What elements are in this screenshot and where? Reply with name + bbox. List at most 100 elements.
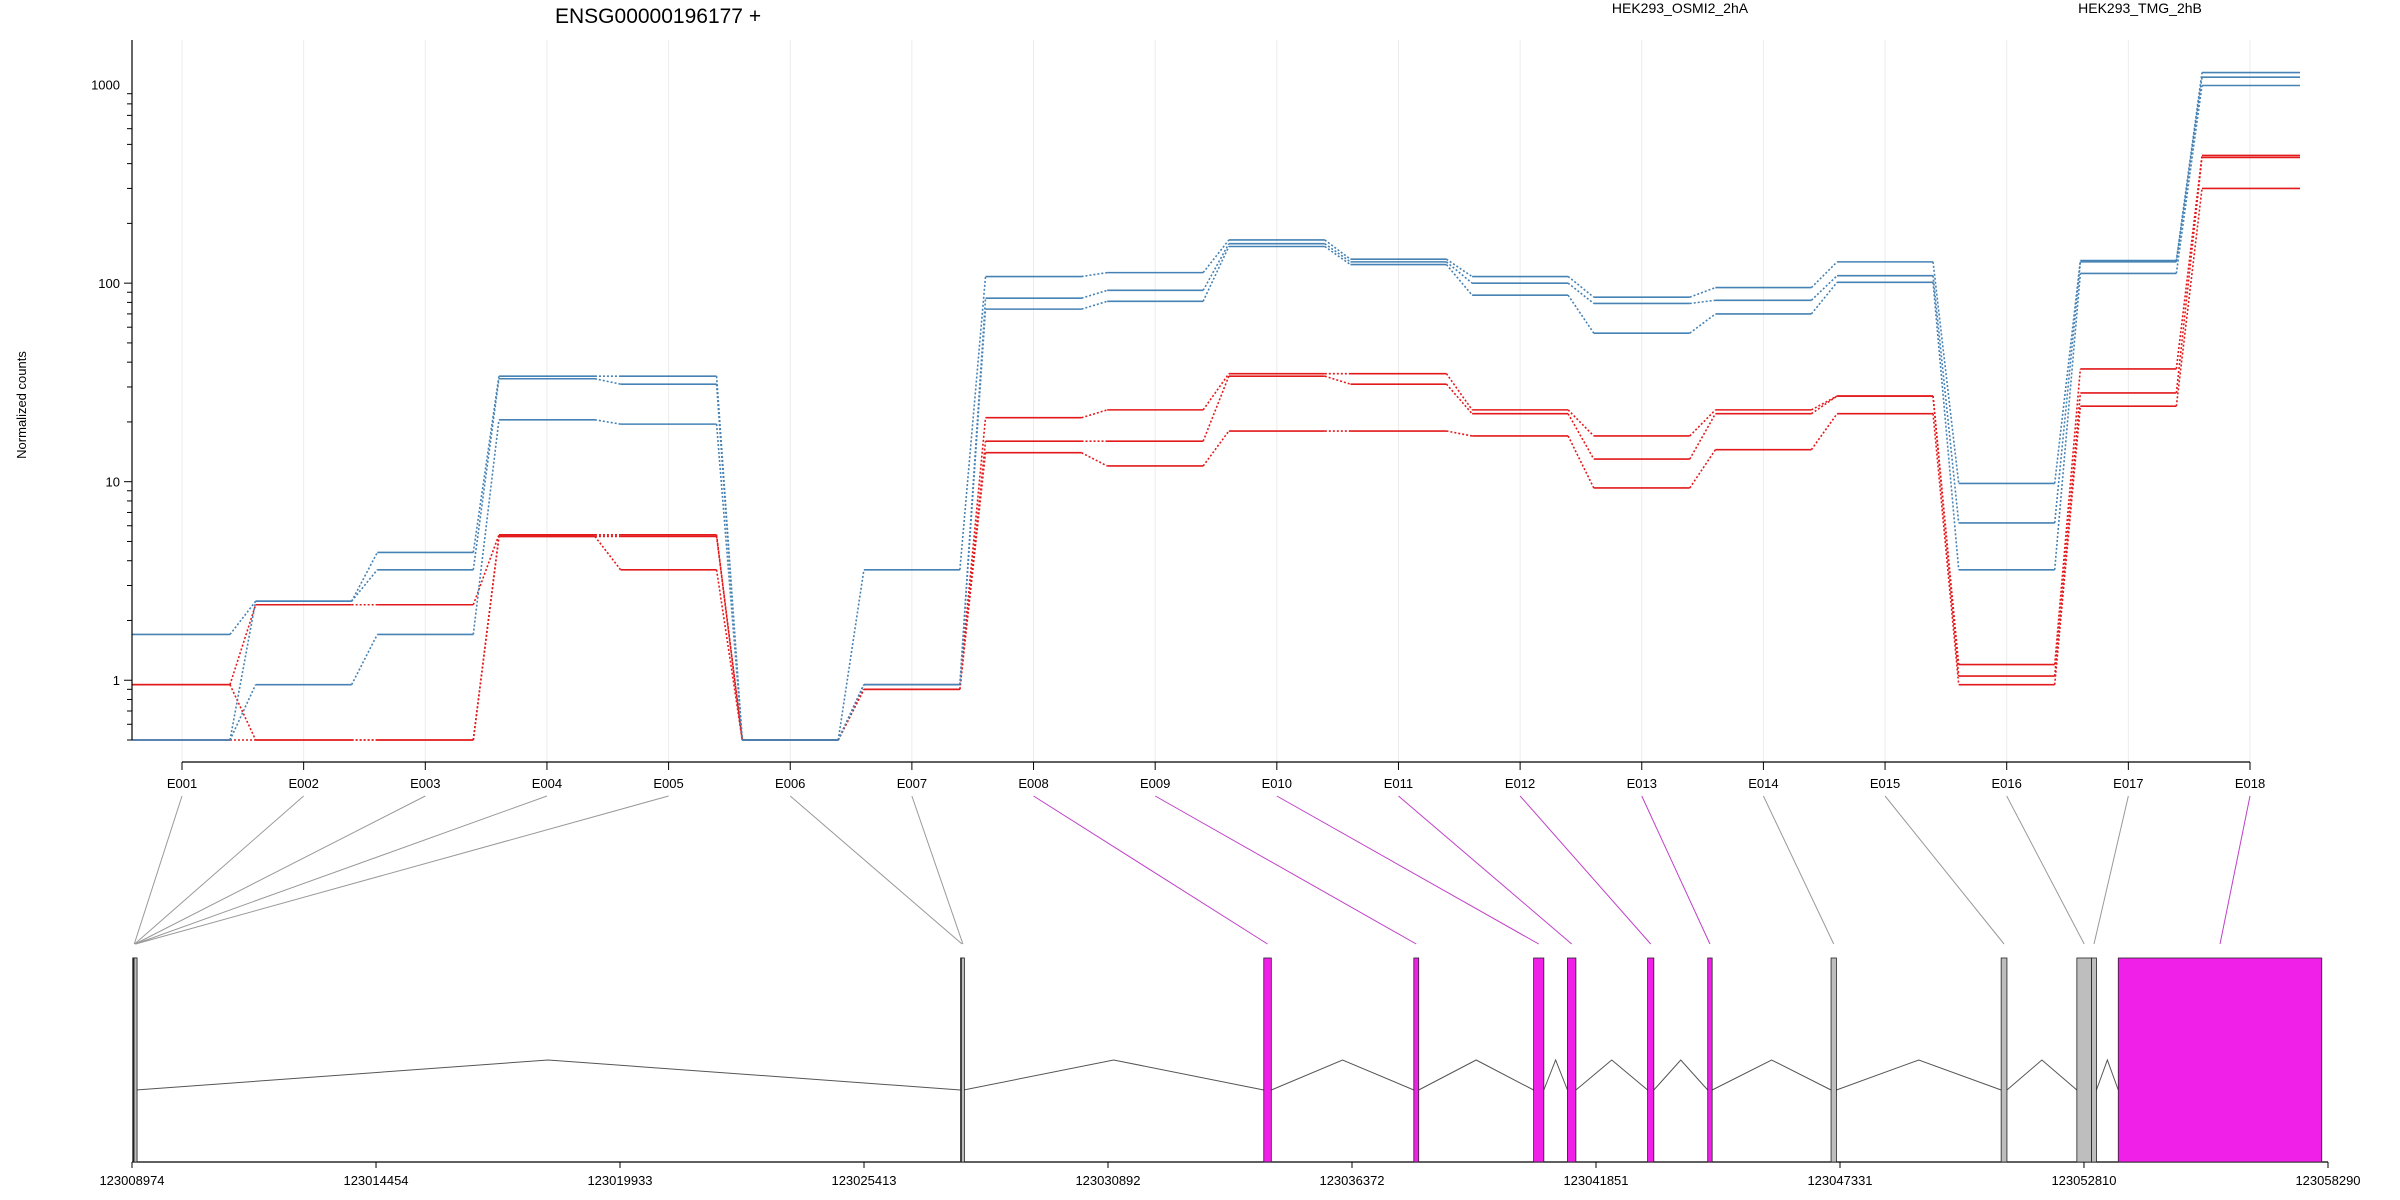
y-tick-label: 1: [113, 673, 120, 688]
connector-E008: [1033, 795, 1268, 945]
series-3-connector: [1202, 239, 1230, 274]
connector-E002: [134, 795, 304, 945]
series-1-connector: [1810, 395, 1838, 415]
gene-model: 123008974 123014454 123019933 123025413 1230…: [99, 957, 2361, 1188]
series-3-connector: [2053, 260, 2082, 484]
series-2-connector: [1202, 430, 1230, 467]
series-3-connector: [1324, 239, 1351, 260]
x-tick-label-E013: E013: [1627, 776, 1657, 791]
connector-E012: [1519, 795, 1652, 945]
exon-E007: [961, 957, 965, 1163]
series-5: [132, 84, 2300, 741]
connector-E006: [789, 795, 963, 945]
intron: [1575, 1059, 1648, 1091]
series-4-connector: [1081, 289, 1108, 299]
series-3-connector: [1446, 258, 1473, 278]
series-0-connector: [2175, 155, 2203, 369]
series-5-connector: [594, 419, 621, 425]
series-5-connector: [715, 424, 744, 741]
series-5-connector: [1810, 281, 1838, 315]
series-4-connector: [351, 569, 378, 602]
series-1-connector: [1689, 413, 1717, 460]
series-0-connector: [1445, 373, 1473, 411]
series-2-connector: [472, 536, 500, 741]
legend-entry-tmg: HEK293_TMG_2hB: [2078, 0, 2202, 16]
x-tick-label-E006: E006: [775, 776, 805, 791]
x-tick-label-E004: E004: [532, 776, 562, 791]
x-tick-label-E002: E002: [288, 776, 318, 791]
series-0-connector: [1689, 409, 1716, 437]
series-2-connector: [2175, 188, 2203, 407]
series-5-connector: [2053, 273, 2082, 570]
connector-E004: [135, 795, 548, 945]
series-3-connector: [715, 376, 744, 741]
series-5-connector: [1445, 264, 1473, 296]
series-layer: [132, 71, 2300, 741]
series-2-connector: [1081, 451, 1108, 467]
x-tick-label-E012: E012: [1505, 776, 1535, 791]
series-5-connector: [1689, 313, 1716, 334]
connector-E009: [1154, 795, 1417, 945]
genomic-tick-label: 123047331: [1807, 1173, 1872, 1188]
series-2-connector: [1567, 435, 1595, 489]
intron: [1836, 1059, 2002, 1091]
series-3-connector: [1689, 286, 1716, 298]
intron: [1653, 1059, 1709, 1091]
series-3-connector: [350, 552, 379, 602]
series-5-connector: [350, 634, 379, 686]
exon-E014: [1830, 957, 1837, 1163]
exon-E018: [2117, 957, 2323, 1163]
series-0-connector: [229, 604, 257, 685]
exon-connectors: [133, 795, 2251, 945]
series-1-connector: [2053, 392, 2082, 677]
intron: [1418, 1059, 1534, 1091]
exon-E011: [1567, 957, 1577, 1163]
series-1-connector: [1932, 395, 1960, 677]
series-4-connector: [2053, 261, 2082, 523]
series-3-connector: [1567, 275, 1595, 298]
series-4-connector: [594, 377, 621, 385]
series-0-connector: [1202, 373, 1230, 411]
y-tick-label: 100: [98, 276, 120, 291]
connector-E018: [2219, 795, 2251, 945]
series-5-connector: [1202, 246, 1230, 302]
series-2-connector: [1689, 449, 1717, 489]
genomic-tick-label: 123014454: [343, 1173, 408, 1188]
genomic-tick-label: 123019933: [587, 1173, 652, 1188]
series-4-connector: [1932, 275, 1960, 523]
connector-E007: [911, 795, 964, 945]
series-5-connector: [1081, 300, 1108, 310]
x-tick-label-E008: E008: [1018, 776, 1048, 791]
series-4-connector: [1445, 261, 1473, 284]
series-2-connector: [1810, 413, 1838, 451]
series-4-connector: [1689, 299, 1716, 305]
genomic-tick-label: 123030892: [1075, 1173, 1140, 1188]
series-1-connector: [1202, 375, 1230, 442]
series-1-connector: [2175, 157, 2203, 394]
series-3: [132, 71, 2300, 741]
series-5-connector: [1932, 282, 1960, 570]
series-1-connector: [472, 536, 500, 741]
axes: 1 10 100 1000 E001 E002 E003 E004 E005 E006 E007 E0…: [91, 40, 2265, 791]
x-tick-label-E001: E001: [167, 776, 197, 791]
y-tick-label: 1000: [91, 78, 120, 93]
series-2-connector: [2053, 406, 2082, 685]
series-4: [132, 76, 2300, 741]
exon-E009: [1413, 957, 1420, 1163]
x-tick-label-E018: E018: [2235, 776, 2265, 791]
series-0-connector: [959, 417, 987, 685]
series-3-connector: [837, 569, 865, 741]
x-tick-label-E017: E017: [2113, 776, 2143, 791]
series-4-connector: [472, 378, 500, 570]
series-1-connector: [1445, 383, 1473, 415]
series-0-connector: [2053, 368, 2082, 665]
series-4-connector: [1810, 275, 1838, 301]
legend-entry-osmi2: HEK293_OSMI2_2hA: [1612, 0, 1749, 16]
series-5-connector: [472, 419, 500, 635]
series-0-connector: [1081, 409, 1108, 419]
series-1-connector: [1324, 375, 1351, 385]
intron: [135, 1059, 961, 1091]
x-tick-label-E009: E009: [1140, 776, 1170, 791]
x-tick-label-E010: E010: [1262, 776, 1292, 791]
